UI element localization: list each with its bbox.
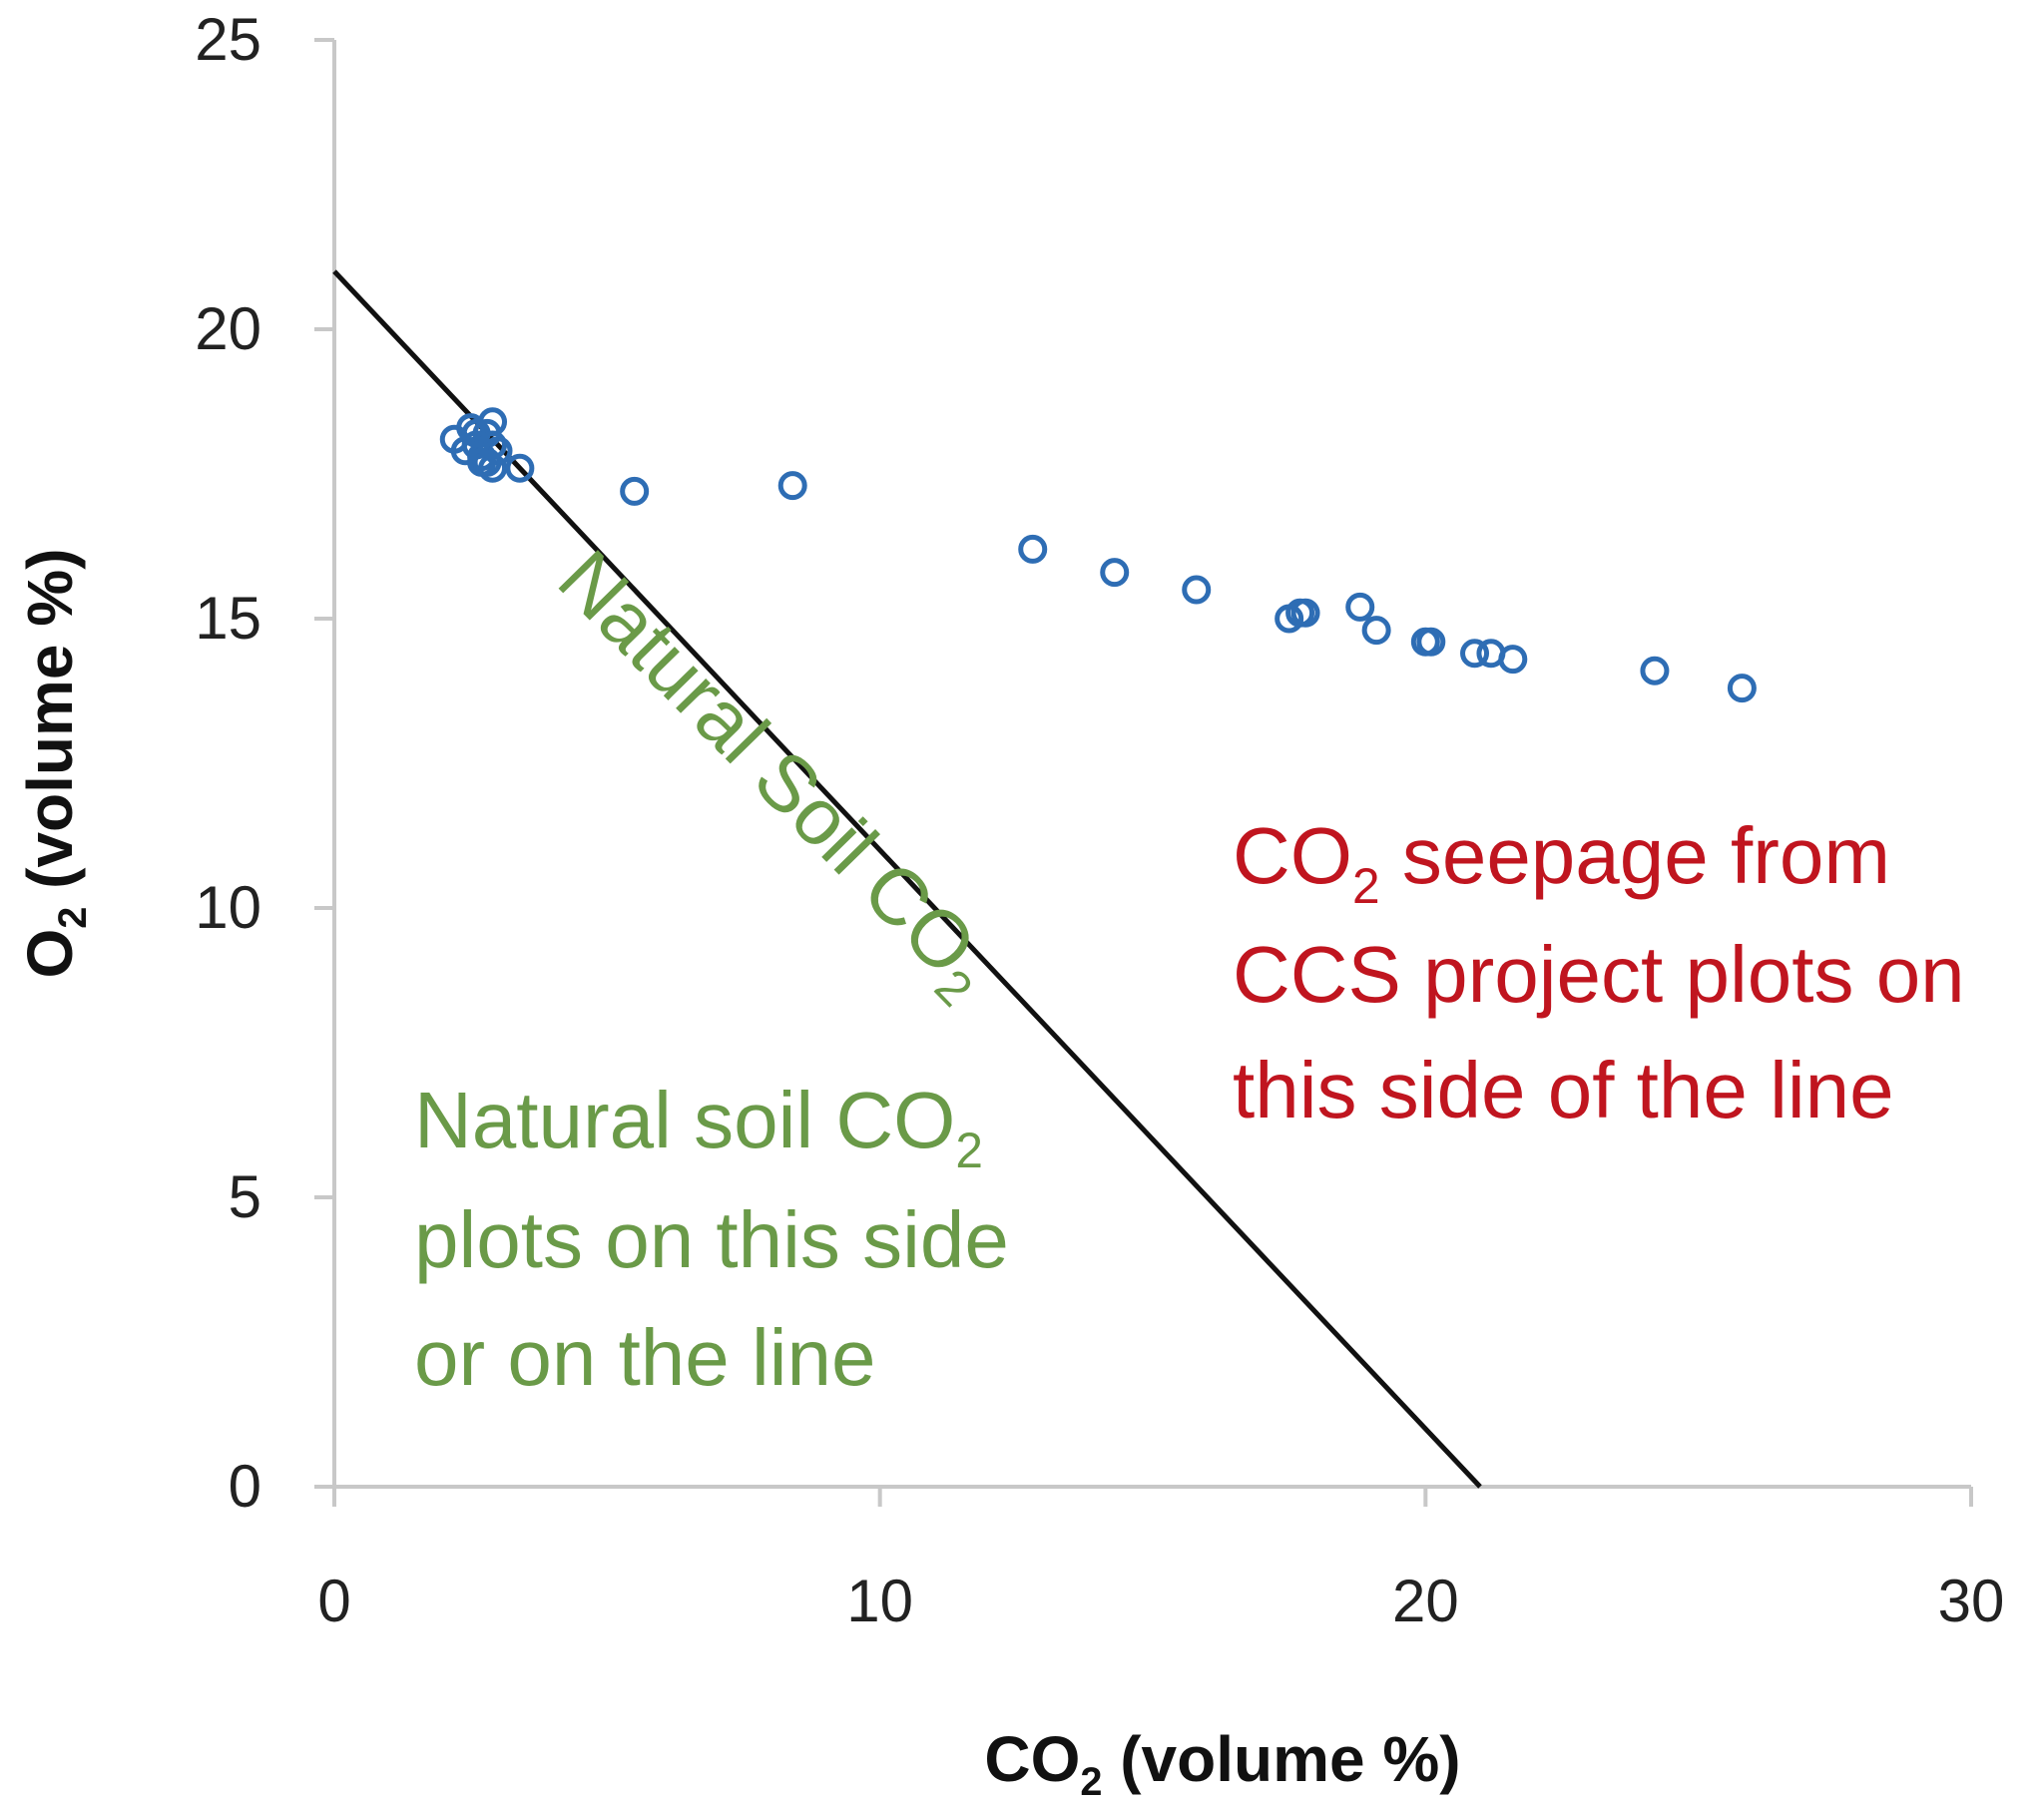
natural-annotation-line-3: or on the line xyxy=(414,1313,876,1402)
x-axis-title-sub: 2 xyxy=(1080,1760,1102,1804)
y-tick-labels: 0 5 10 15 20 25 xyxy=(195,6,261,1520)
natural-line-1-main: Natural soil CO xyxy=(414,1076,955,1164)
data-points xyxy=(439,407,1757,703)
data-point xyxy=(478,430,508,460)
seepage-line-1-sub: 2 xyxy=(1352,858,1380,914)
data-point xyxy=(1182,575,1212,605)
data-point xyxy=(1727,674,1757,703)
x-axis-title: CO2 (volume %) xyxy=(984,1723,1460,1804)
seepage-annotation-line-3: this side of the line xyxy=(1233,1046,1894,1134)
y-tick-label-0: 0 xyxy=(229,1453,261,1520)
data-point xyxy=(777,471,807,501)
y-tick-label-15: 15 xyxy=(195,585,261,652)
x-tick-labels: 0 10 20 30 xyxy=(317,1568,2004,1634)
y-tick-label-20: 20 xyxy=(195,295,261,362)
y-axis-title: O2 (volume %) xyxy=(14,548,95,978)
x-axis-title-rest: (volume %) xyxy=(1102,1723,1460,1795)
data-point xyxy=(1498,645,1528,675)
x-tick-label-10: 10 xyxy=(846,1568,913,1634)
x-tick-marks xyxy=(332,1487,1973,1507)
y-tick-label-5: 5 xyxy=(229,1163,261,1230)
x-tick-label-30: 30 xyxy=(1938,1568,2005,1634)
y-tick-label-25: 25 xyxy=(195,6,261,73)
y-tick-marks xyxy=(314,38,334,1489)
y-axis-title-sub: 2 xyxy=(51,907,95,929)
x-axis-title-main: CO xyxy=(984,1723,1080,1795)
data-point xyxy=(1018,534,1048,564)
y-tick-label-10: 10 xyxy=(195,874,261,941)
data-point xyxy=(1361,616,1391,646)
natural-soil-reference-line xyxy=(332,269,1482,1489)
data-point xyxy=(620,476,650,506)
seepage-annotation-line-2: CCS project plots on xyxy=(1233,930,1965,1019)
data-point xyxy=(1416,627,1446,657)
y-axis-title-rest: (volume %) xyxy=(14,548,86,906)
data-point xyxy=(1345,592,1375,622)
seepage-annotation: CO2 seepage from xyxy=(1233,811,1890,914)
natural-annotation-line-2: plots on this side xyxy=(414,1195,1009,1284)
data-point xyxy=(1640,656,1670,685)
data-point xyxy=(505,453,535,483)
data-point xyxy=(1290,598,1320,628)
natural-line-1-sub: 2 xyxy=(955,1123,983,1178)
data-point xyxy=(1100,558,1130,588)
seepage-line-1-rest: seepage from xyxy=(1380,811,1890,900)
seepage-line-1-main: CO xyxy=(1233,811,1352,900)
x-tick-label-0: 0 xyxy=(317,1568,350,1634)
reference-line-label: Natural Soil CO2 xyxy=(536,534,1012,1018)
y-axis-title-main: O xyxy=(14,929,86,979)
natural-annotation: Natural soil CO2 xyxy=(414,1076,983,1178)
data-point xyxy=(1460,639,1490,669)
reference-line-label-main: Natural Soil CO xyxy=(542,534,993,992)
x-tick-label-20: 20 xyxy=(1392,1568,1459,1634)
